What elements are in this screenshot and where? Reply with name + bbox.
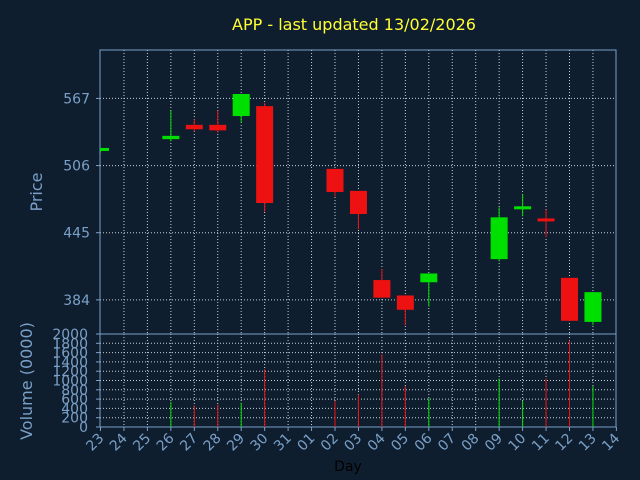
price-axis-label: Price bbox=[27, 172, 46, 211]
price-y-ticks: 384 445 506 567 bbox=[63, 91, 100, 309]
price-y-tick-label: 567 bbox=[63, 91, 90, 107]
volume-y-tick-label: 800 bbox=[61, 383, 88, 399]
candle-body bbox=[420, 273, 438, 283]
candle-body bbox=[584, 292, 602, 322]
volume-y-tick-label: 0 bbox=[79, 420, 88, 436]
volume-y-tick-label: 1800 bbox=[52, 336, 88, 352]
candles bbox=[100, 94, 602, 326]
volume-axis-label: Volume (0000) bbox=[17, 322, 36, 440]
price-y-tick-label: 506 bbox=[63, 159, 90, 175]
candle-body bbox=[326, 168, 344, 192]
volume-y-tick-label: 1600 bbox=[52, 346, 88, 362]
volume-y-tick-label: 1200 bbox=[52, 364, 88, 380]
candle-body bbox=[100, 147, 109, 151]
volume-y-tick-label: 600 bbox=[61, 392, 88, 408]
candle-body bbox=[185, 124, 203, 130]
volume-y-tick-label: 200 bbox=[61, 411, 88, 427]
price-y-tick-label: 445 bbox=[63, 226, 90, 242]
candle-body bbox=[209, 124, 227, 131]
x-axis-label: Day bbox=[334, 459, 362, 475]
candle-body bbox=[396, 295, 414, 310]
candle-body bbox=[373, 280, 391, 298]
candle-body bbox=[561, 277, 578, 321]
volume-y-tick-label: 1000 bbox=[52, 374, 88, 390]
candle-body bbox=[514, 206, 532, 210]
candle-body bbox=[537, 218, 555, 222]
candle-body bbox=[349, 190, 367, 215]
volume-bars bbox=[170, 340, 594, 427]
volume-y-tick-label: 2000 bbox=[52, 327, 88, 343]
volume-y-tick-label: 1400 bbox=[52, 355, 88, 371]
candle-body bbox=[232, 94, 250, 117]
price-y-tick-label: 384 bbox=[63, 293, 90, 309]
candle-body bbox=[256, 106, 274, 204]
volume-y-tick-label: 400 bbox=[61, 401, 88, 417]
candle-body bbox=[162, 135, 180, 140]
candle-body bbox=[490, 217, 508, 260]
chart-title: APP - last updated 13/02/2026 bbox=[232, 15, 476, 34]
